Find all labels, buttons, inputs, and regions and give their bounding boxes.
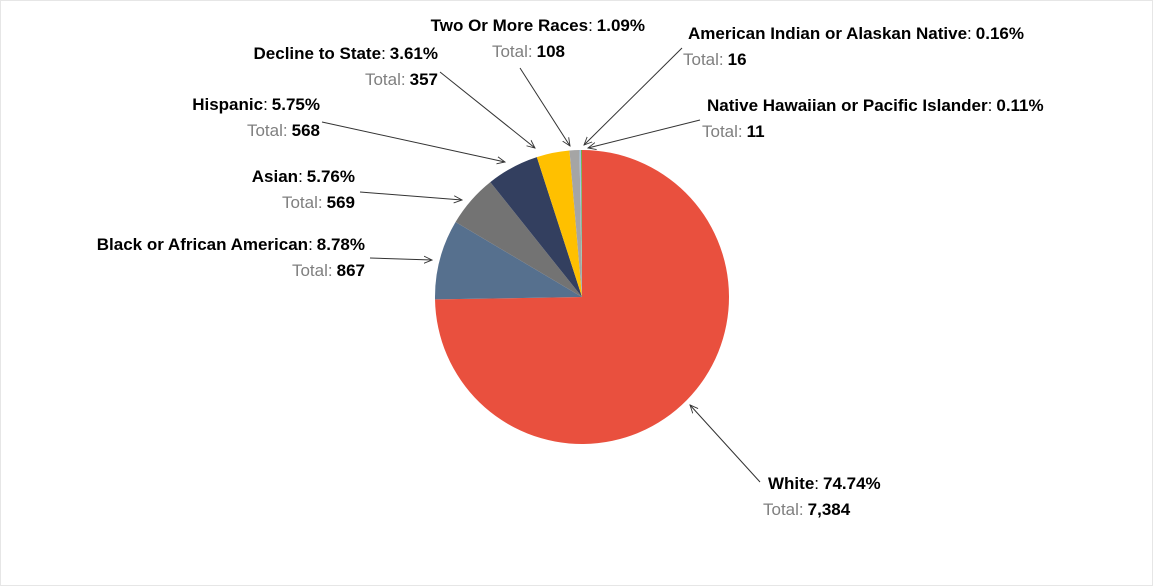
separator: :	[988, 96, 993, 115]
separator: :	[308, 235, 313, 254]
percent-label: 0.16%	[976, 24, 1024, 43]
category-name: White	[768, 474, 814, 493]
percent-label: 1.09%	[597, 16, 645, 35]
percent-label: 0.11%	[996, 96, 1043, 115]
separator: :	[528, 42, 533, 61]
total-value: 569	[327, 193, 355, 212]
total-caption: Total	[763, 500, 799, 519]
leader-line	[584, 47, 683, 145]
leader-line	[439, 71, 535, 148]
percent-label: 3.61%	[390, 44, 438, 63]
slice-label: Decline to State: 3.61%	[254, 44, 438, 63]
leader-line	[359, 191, 462, 200]
slice-label: Black or African American: 8.78%	[97, 235, 365, 254]
pie-slice	[579, 150, 582, 297]
separator: :	[283, 121, 288, 140]
total-caption: Total	[683, 50, 719, 69]
pie-slice	[435, 222, 582, 300]
separator: :	[814, 474, 819, 493]
pie-slice	[580, 150, 582, 297]
separator: :	[588, 16, 593, 35]
total-caption: Total	[702, 122, 738, 141]
pie	[435, 150, 729, 444]
total-value: 11	[747, 122, 765, 141]
pie-slice	[490, 157, 582, 297]
total-label: Total: 11	[702, 122, 765, 141]
total-value: 16	[728, 50, 747, 69]
category-name: Native Hawaiian or Pacific Islander	[707, 96, 988, 115]
total-label: Total: 867	[292, 261, 365, 280]
separator: :	[719, 50, 724, 69]
slice-label: Hispanic: 5.75%	[192, 95, 320, 114]
total-caption: Total	[365, 70, 401, 89]
total-value: 357	[410, 70, 438, 89]
slice-label: White: 74.74%	[768, 474, 881, 493]
leader-line	[321, 121, 505, 162]
total-caption: Total	[282, 193, 318, 212]
category-name: Hispanic	[192, 95, 263, 114]
separator: :	[799, 500, 804, 519]
pie-slice	[536, 150, 582, 297]
total-caption: Total	[247, 121, 283, 140]
slice-label: Two Or More Races: 1.09%	[431, 16, 645, 35]
separator: :	[381, 44, 386, 63]
percent-label: 74.74%	[823, 474, 881, 493]
total-label: Total: 7,384	[763, 500, 851, 519]
separator: :	[738, 122, 743, 141]
total-value: 7,384	[808, 500, 851, 519]
slice-label: Native Hawaiian or Pacific Islander: 0.11…	[707, 96, 1044, 115]
slice-label: American Indian or Alaskan Native: 0.16%	[688, 24, 1024, 43]
total-label: Total: 108	[492, 42, 565, 61]
separator: :	[328, 261, 333, 280]
pie-slice	[455, 182, 582, 297]
leader-line	[519, 67, 570, 146]
leader-line	[690, 405, 761, 483]
total-value: 108	[537, 42, 565, 61]
separator: :	[967, 24, 972, 43]
total-label: Total: 569	[282, 193, 355, 212]
category-name: Decline to State	[254, 44, 382, 63]
leader-line	[588, 119, 701, 148]
percent-label: 5.75%	[272, 95, 320, 114]
separator: :	[401, 70, 406, 89]
leader-line	[369, 258, 432, 260]
total-caption: Total	[492, 42, 528, 61]
category-name: Two Or More Races	[431, 16, 588, 35]
total-label: Total: 16	[683, 50, 747, 69]
percent-label: 5.76%	[307, 167, 355, 186]
separator: :	[263, 95, 268, 114]
category-name: Black or African American	[97, 235, 308, 254]
pie-slice	[569, 150, 582, 297]
percent-label: 8.78%	[317, 235, 365, 254]
separator: :	[318, 193, 323, 212]
total-value: 568	[292, 121, 320, 140]
total-caption: Total	[292, 261, 328, 280]
slice-label: Asian: 5.76%	[252, 167, 355, 186]
category-name: American Indian or Alaskan Native	[688, 24, 967, 43]
total-label: Total: 568	[247, 121, 320, 140]
category-name: Asian	[252, 167, 298, 186]
separator: :	[298, 167, 303, 186]
total-value: 867	[337, 261, 365, 280]
pie-slice	[435, 150, 729, 444]
total-label: Total: 357	[365, 70, 438, 89]
